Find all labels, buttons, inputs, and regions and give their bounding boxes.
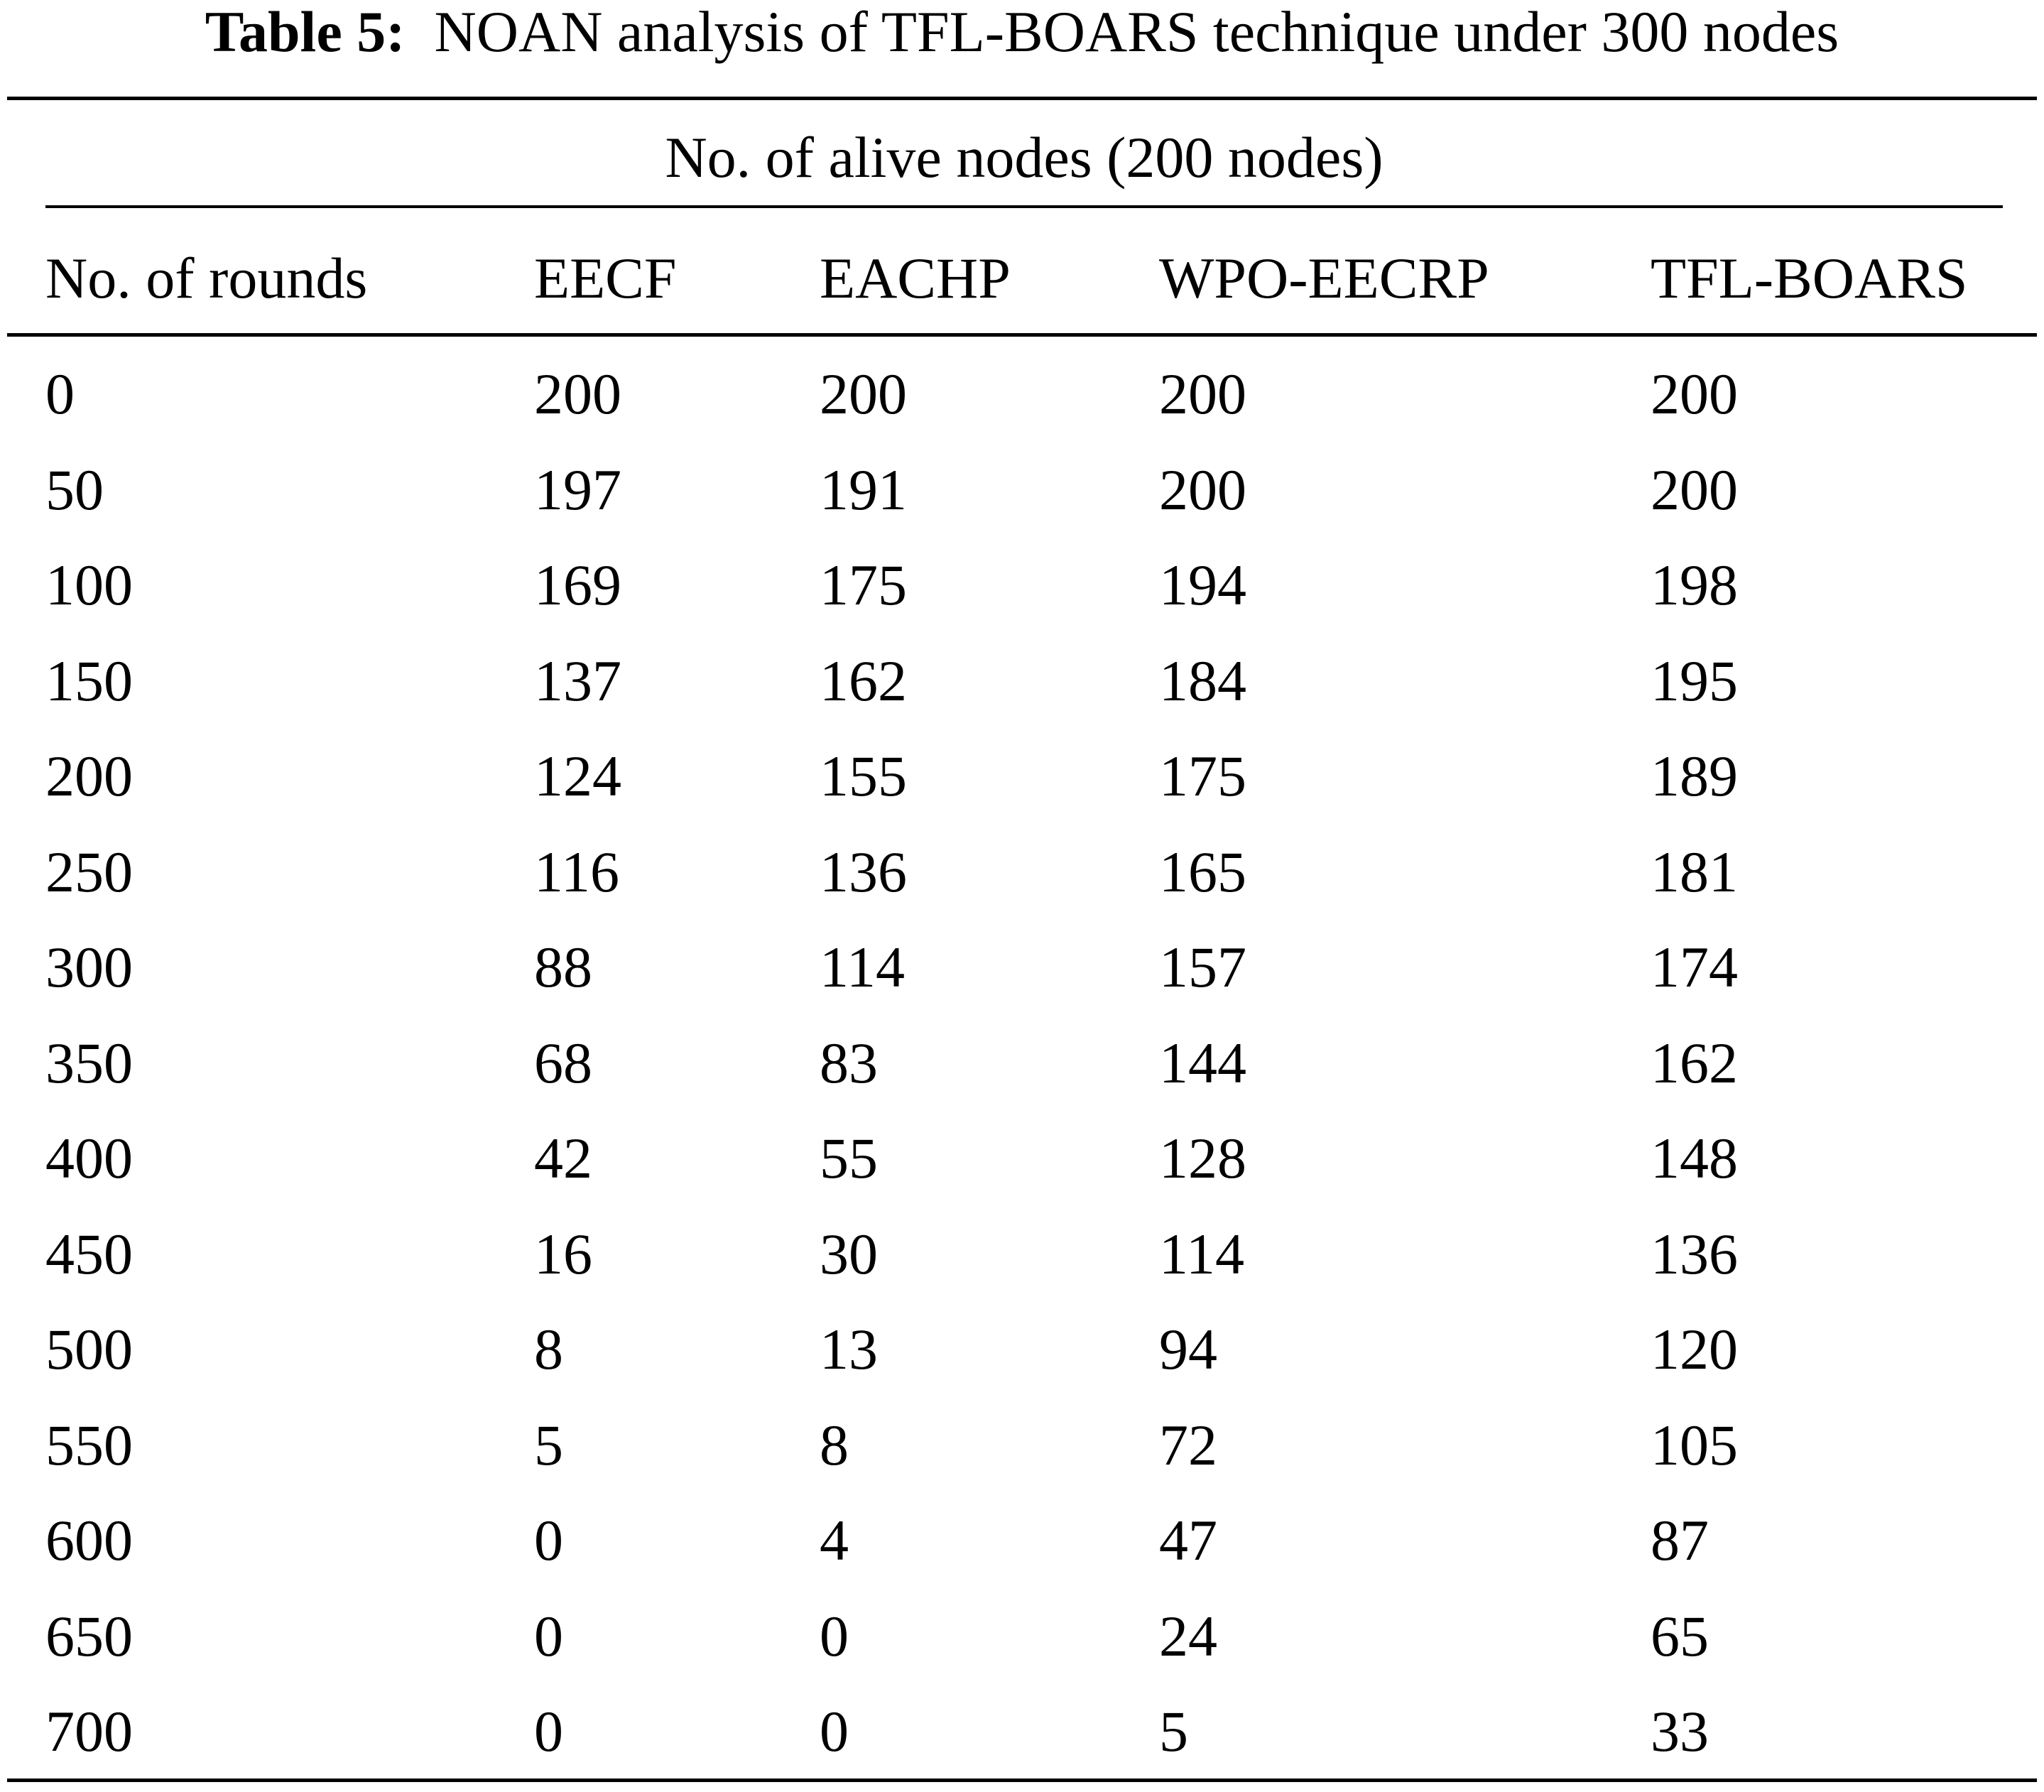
column-header-rounds: No. of rounds [45, 246, 368, 310]
table-cell-eachp: 175 [820, 553, 907, 617]
column-header-eachp: EACHP [820, 246, 1011, 310]
table-cell-rounds: 550 [45, 1413, 133, 1477]
spanning-column-header: No. of alive nodes (200 nodes) [665, 125, 1383, 190]
table-cell-rounds: 150 [45, 648, 133, 713]
spanning-header-rule [45, 205, 2003, 208]
table-cell-tfl-boars: 120 [1651, 1317, 1738, 1381]
table-cell-wpo-eecrp: 175 [1159, 744, 1246, 808]
table-cell-eecf: 68 [534, 1031, 592, 1095]
table-cell-eecf: 5 [534, 1413, 563, 1477]
table-cell-wpo-eecrp: 184 [1159, 648, 1246, 713]
table-cell-rounds: 450 [45, 1222, 133, 1286]
table-cell-tfl-boars: 148 [1651, 1126, 1738, 1190]
table-cell-eecf: 8 [534, 1317, 563, 1381]
table-cell-tfl-boars: 162 [1651, 1031, 1738, 1095]
table-caption-text: NOAN analysis of TFL-BOARS technique und… [434, 0, 1839, 64]
table-cell-eachp: 155 [820, 744, 907, 808]
table-cell-eecf: 0 [534, 1604, 563, 1668]
table-cell-wpo-eecrp: 128 [1159, 1126, 1246, 1190]
table-cell-eecf: 169 [534, 553, 621, 617]
table-cell-tfl-boars: 33 [1651, 1699, 1709, 1764]
table-cell-eachp: 0 [820, 1604, 849, 1668]
table-cell-rounds: 400 [45, 1126, 133, 1190]
table-cell-eecf: 42 [534, 1126, 592, 1190]
table-top-rule [7, 97, 2037, 100]
table-cell-wpo-eecrp: 72 [1159, 1413, 1217, 1477]
table-cell-wpo-eecrp: 114 [1159, 1222, 1244, 1286]
table-cell-rounds: 200 [45, 744, 133, 808]
table-cell-eachp: 200 [820, 362, 907, 426]
table-cell-eachp: 114 [820, 935, 905, 999]
table-cell-rounds: 650 [45, 1604, 133, 1668]
table-cell-eachp: 83 [820, 1031, 878, 1095]
table-caption: Table 5: NOAN analysis of TFL-BOARS tech… [0, 0, 2044, 71]
table-cell-tfl-boars: 200 [1651, 362, 1738, 426]
table-cell-eachp: 13 [820, 1317, 878, 1381]
table-cell-eecf: 0 [534, 1699, 563, 1764]
table-cell-rounds: 700 [45, 1699, 133, 1764]
table-cell-eecf: 16 [534, 1222, 592, 1286]
table-cell-tfl-boars: 181 [1651, 840, 1738, 904]
table-cell-rounds: 0 [45, 362, 75, 426]
table-cell-rounds: 50 [45, 457, 104, 522]
table-cell-eachp: 191 [820, 457, 907, 522]
table-cell-eecf: 0 [534, 1508, 563, 1573]
table-cell-wpo-eecrp: 47 [1159, 1508, 1217, 1573]
column-header-wpo-eecrp: WPO-EECRP [1159, 246, 1489, 310]
table-cell-eecf: 197 [534, 457, 621, 522]
table-cell-eecf: 124 [534, 744, 621, 808]
table-cell-rounds: 600 [45, 1508, 133, 1573]
table-bottom-rule [7, 1779, 2037, 1782]
table-cell-tfl-boars: 189 [1651, 744, 1738, 808]
column-header-eecf: EECF [534, 246, 677, 310]
table-cell-tfl-boars: 200 [1651, 457, 1738, 522]
header-rule [7, 333, 2037, 337]
table-cell-eachp: 8 [820, 1413, 849, 1477]
table-cell-wpo-eecrp: 200 [1159, 457, 1246, 522]
table-cell-tfl-boars: 105 [1651, 1413, 1738, 1477]
table-cell-wpo-eecrp: 194 [1159, 553, 1246, 617]
table-cell-tfl-boars: 174 [1651, 935, 1738, 999]
table-cell-eecf: 137 [534, 648, 621, 713]
table-cell-wpo-eecrp: 200 [1159, 362, 1246, 426]
table-cell-wpo-eecrp: 94 [1159, 1317, 1217, 1381]
table-cell-wpo-eecrp: 157 [1159, 935, 1246, 999]
table-cell-wpo-eecrp: 144 [1159, 1031, 1246, 1095]
table-caption-label: Table 5: [205, 0, 406, 64]
table-cell-eachp: 55 [820, 1126, 878, 1190]
table-cell-tfl-boars: 65 [1651, 1604, 1709, 1668]
table-cell-rounds: 300 [45, 935, 133, 999]
table-cell-eachp: 4 [820, 1508, 849, 1573]
table-cell-eecf: 88 [534, 935, 592, 999]
table-cell-eachp: 162 [820, 648, 907, 713]
table-cell-tfl-boars: 195 [1651, 648, 1738, 713]
table-cell-wpo-eecrp: 165 [1159, 840, 1246, 904]
table-cell-eachp: 30 [820, 1222, 878, 1286]
table-cell-eecf: 200 [534, 362, 621, 426]
table-cell-tfl-boars: 87 [1651, 1508, 1709, 1573]
table-cell-rounds: 500 [45, 1317, 133, 1381]
column-header-tfl-boars: TFL-BOARS [1651, 246, 1968, 310]
table-cell-wpo-eecrp: 24 [1159, 1604, 1217, 1668]
table-cell-eachp: 0 [820, 1699, 849, 1764]
table-cell-rounds: 100 [45, 553, 133, 617]
table-cell-tfl-boars: 136 [1651, 1222, 1738, 1286]
table-cell-eecf: 116 [534, 840, 619, 904]
table-cell-rounds: 250 [45, 840, 133, 904]
table-cell-tfl-boars: 198 [1651, 553, 1738, 617]
table-cell-rounds: 350 [45, 1031, 133, 1095]
table-cell-eachp: 136 [820, 840, 907, 904]
table-cell-wpo-eecrp: 5 [1159, 1699, 1188, 1764]
